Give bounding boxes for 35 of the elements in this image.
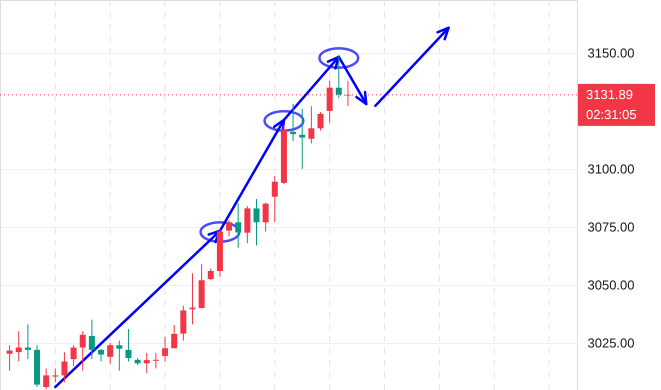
candlestick [107,342,114,364]
candlestick [43,368,50,390]
candlestick [61,352,68,383]
y-tick-label: 3050.00 [588,277,634,292]
candlestick [24,324,31,360]
candlestick [80,330,86,372]
candlestick [318,112,324,132]
candlestick [16,330,22,362]
candlestick [253,198,260,246]
candlestick [189,272,196,325]
candlestick [235,203,242,248]
candlestick [226,219,232,237]
y-tick-label: 3075.00 [588,219,634,234]
candlestick [6,344,13,372]
candlestick [125,328,132,362]
candlestick [144,352,150,374]
candlestick [308,106,314,144]
y-tick-label: 3150.00 [588,45,634,60]
candlestick [152,352,159,369]
candlestick [208,268,214,281]
candlestick [98,348,104,362]
y-tick-label: 3100.00 [588,161,634,176]
candlestick [70,344,77,367]
candlestick [180,305,186,342]
candlestick [299,108,306,170]
candlestick [272,175,278,223]
candlestick [162,336,168,362]
text: 02:31:05 [586,106,637,122]
candlestick [88,319,95,360]
candlestick [262,202,269,232]
candlestick [171,324,178,349]
ref-line-label: 3131.89 [586,86,633,102]
y-tick-label: 3025.00 [588,335,634,350]
candlestick [336,54,342,99]
candlestick [116,340,122,372]
